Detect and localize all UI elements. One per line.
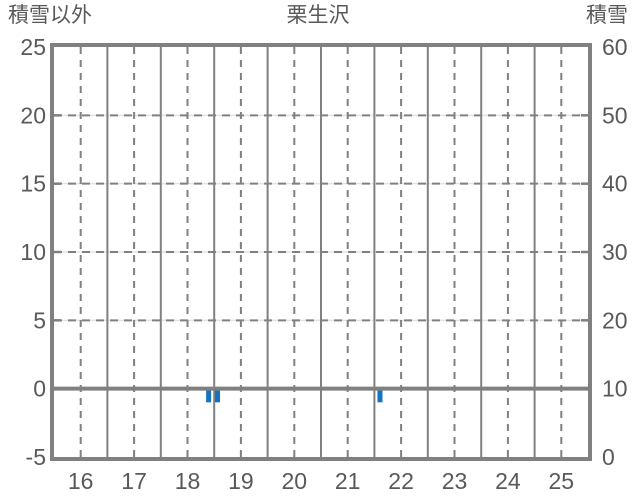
y-left-tick-label: 25 xyxy=(20,34,46,60)
x-tick-label: 17 xyxy=(121,468,147,494)
x-tick-label: 21 xyxy=(335,468,361,494)
x-tick-label: 18 xyxy=(175,468,201,494)
x-tick-label: 20 xyxy=(282,468,308,494)
y-left-tick-label: 10 xyxy=(20,239,46,265)
x-tick-label: 22 xyxy=(388,468,414,494)
y-right-tick-label: 40 xyxy=(602,171,628,197)
x-tick-label: 25 xyxy=(549,468,575,494)
x-tick-label: 16 xyxy=(68,468,94,494)
y-right-tick-label: 60 xyxy=(602,34,628,60)
data-bar xyxy=(206,388,212,403)
y-left-tick-label: 15 xyxy=(20,171,46,197)
y-left-tick-label: 0 xyxy=(33,376,46,402)
y-left-tick-label: 5 xyxy=(33,307,46,333)
y-right-tick-label: 10 xyxy=(602,376,628,402)
y-left-tick-label: -5 xyxy=(26,444,46,470)
data-bar xyxy=(377,388,383,403)
x-tick-label: 23 xyxy=(442,468,468,494)
left-axis-title: 積雪以外 xyxy=(8,4,92,27)
y-right-tick-label: 30 xyxy=(602,239,628,265)
x-tick-label: 19 xyxy=(228,468,254,494)
data-bar xyxy=(215,388,221,403)
y-right-tick-label: 50 xyxy=(602,102,628,128)
plot-border xyxy=(50,43,592,461)
right-axis-title: 積雪 xyxy=(586,4,628,27)
chart-title: 栗生沢 xyxy=(286,4,350,27)
y-right-tick-label: 0 xyxy=(602,444,615,470)
y-left-tick-label: 20 xyxy=(20,102,46,128)
y-right-tick-label: 20 xyxy=(602,307,628,333)
x-tick-label: 24 xyxy=(495,468,521,494)
